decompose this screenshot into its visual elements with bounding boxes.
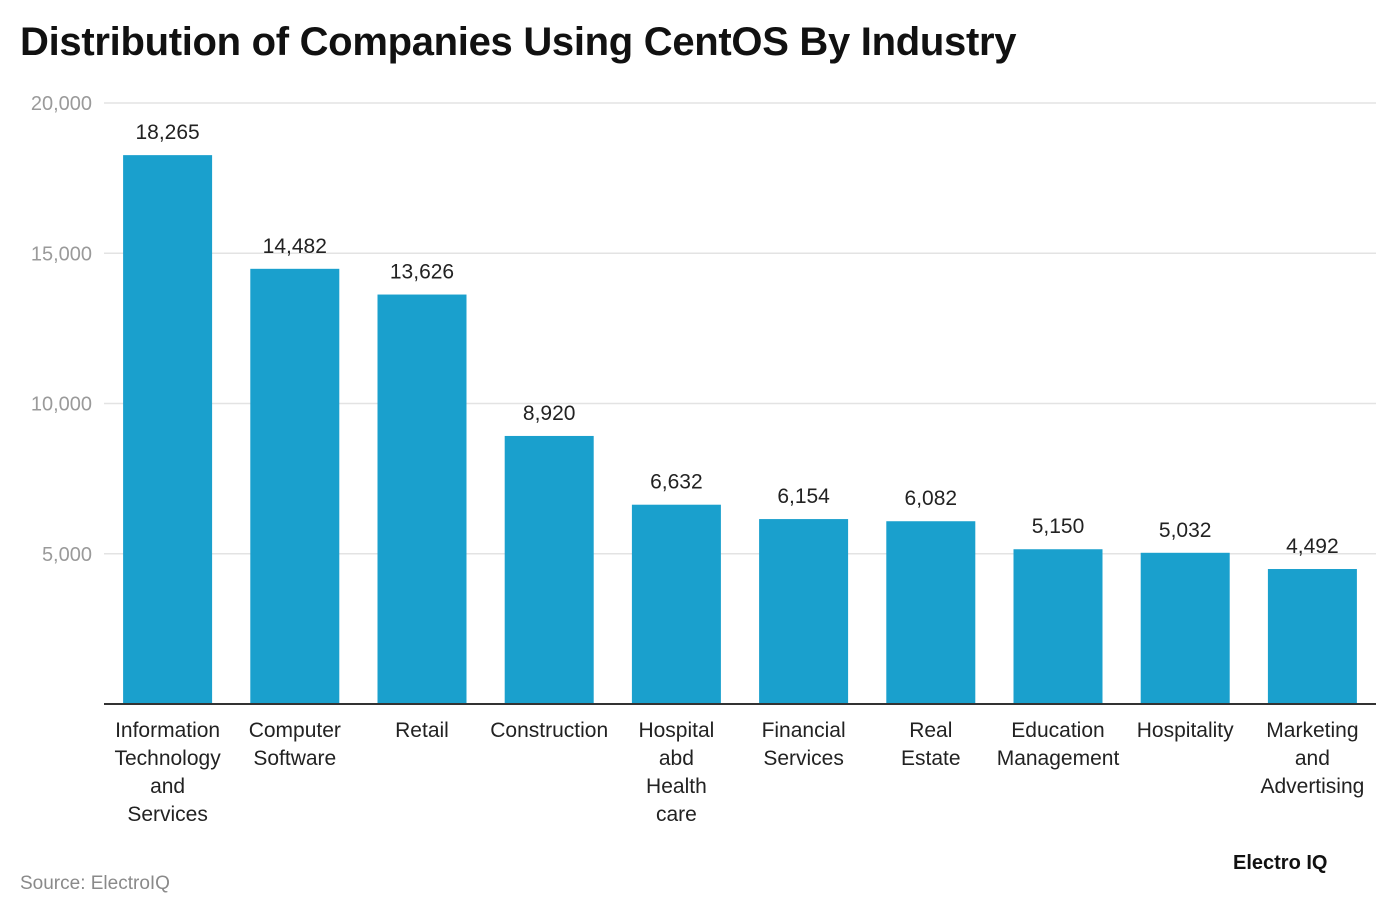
bar [123, 155, 213, 705]
x-tick-label: Retail [395, 719, 449, 742]
bar-value-label: 5,150 [1032, 515, 1085, 538]
y-tick-label: 10,000 [31, 394, 92, 416]
y-tick-label: 20,000 [31, 93, 92, 115]
x-tick-label: Marketing and Advertising [1260, 719, 1364, 798]
bar [886, 521, 976, 704]
x-tick-label: Hospitality [1137, 719, 1234, 742]
bar [377, 294, 467, 704]
x-tick-label: Computer Software [249, 719, 341, 770]
y-axis-ticks: 5,000 10,000 15,000 20,000 [31, 93, 92, 566]
bar [1267, 569, 1357, 704]
chart-title: Distribution of Companies Using CentOS B… [20, 20, 1017, 64]
bar-value-label: 18,265 [135, 121, 199, 144]
bar [1140, 552, 1230, 704]
bar [1013, 549, 1103, 704]
bar-value-label: 5,032 [1159, 519, 1212, 542]
x-axis-labels: Information Technology and Services Computer… [114, 719, 1364, 826]
y-tick-label: 5,000 [42, 544, 92, 566]
x-tick-label: Construction [490, 719, 608, 742]
bars [123, 155, 1357, 705]
x-tick-label: Real Estate [901, 719, 961, 770]
source-note: Source: ElectroIQ [20, 873, 170, 894]
bar-value-label: 6,154 [777, 485, 830, 508]
brand-logo: Electro IQ [1233, 852, 1328, 874]
bar-value-label: 14,482 [263, 235, 327, 258]
bar-value-label: 6,632 [650, 471, 703, 494]
y-tick-label: 15,000 [31, 243, 92, 265]
bar [250, 268, 340, 704]
bar-value-label: 4,492 [1286, 535, 1339, 558]
x-tick-label: Information Technology and Services [114, 719, 221, 826]
bar-value-label: 8,920 [523, 402, 576, 425]
x-tick-label: Hospital abd Health care [638, 719, 714, 826]
bar-value-label: 6,082 [905, 487, 958, 510]
bar-value-label: 13,626 [390, 261, 454, 284]
value-labels: 18,265 14,482 13,626 8,920 6,632 6,154 6,082 5,… [135, 121, 1338, 558]
x-tick-label: Financial Services [762, 719, 846, 770]
bar [504, 435, 594, 704]
bar [759, 519, 849, 704]
x-tick-label: Education Management [997, 719, 1120, 770]
bar [631, 504, 721, 704]
